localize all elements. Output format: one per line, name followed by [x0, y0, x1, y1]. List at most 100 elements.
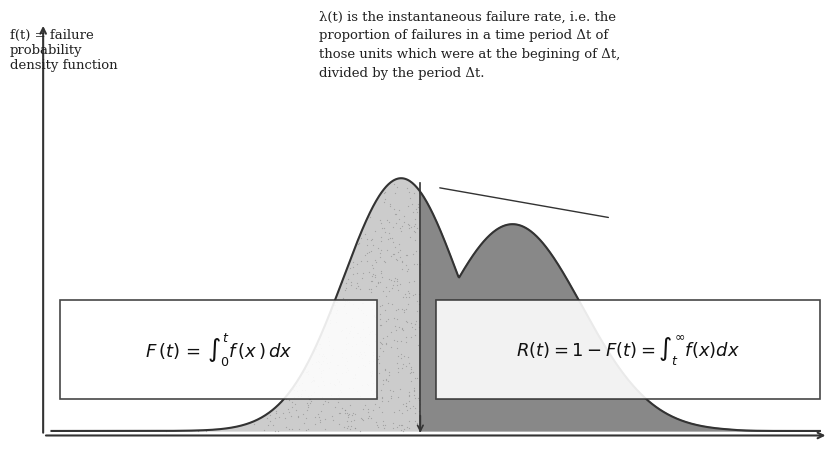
Point: [391, 359, 404, 366]
Point: [390, 282, 403, 289]
Point: [368, 330, 381, 338]
Point: [408, 374, 422, 382]
Point: [373, 352, 386, 359]
Point: [328, 404, 342, 411]
Point: [336, 370, 349, 377]
Point: [366, 242, 380, 249]
Point: [354, 415, 368, 422]
Point: [369, 258, 382, 266]
Point: [321, 334, 334, 341]
Point: [365, 236, 378, 243]
Point: [399, 294, 412, 301]
Point: [317, 351, 330, 358]
Point: [360, 236, 374, 243]
Point: [303, 396, 317, 403]
Point: [365, 305, 379, 313]
Point: [327, 381, 340, 388]
Point: [319, 355, 333, 362]
Point: [358, 349, 371, 356]
Point: [368, 274, 381, 281]
Point: [366, 391, 380, 398]
Point: [357, 300, 370, 307]
Point: [411, 298, 424, 305]
Point: [367, 313, 380, 320]
Point: [318, 397, 332, 404]
Point: [373, 217, 386, 224]
Point: [395, 259, 408, 267]
Point: [360, 341, 373, 348]
Point: [346, 334, 360, 341]
Point: [375, 268, 388, 275]
Text: f(t) = failure
probability
density function: f(t) = failure probability density funct…: [10, 29, 117, 71]
Point: [365, 369, 379, 377]
Point: [309, 359, 323, 366]
Point: [366, 351, 380, 359]
Point: [332, 378, 345, 385]
Point: [387, 337, 401, 344]
Point: [381, 236, 395, 243]
Point: [269, 408, 282, 415]
Point: [346, 374, 360, 381]
Point: [337, 302, 350, 309]
Point: [339, 333, 353, 340]
Point: [318, 415, 332, 423]
Point: [364, 373, 377, 380]
Point: [375, 302, 389, 309]
FancyBboxPatch shape: [436, 300, 820, 399]
Point: [390, 256, 403, 263]
Point: [384, 234, 397, 242]
Point: [349, 374, 362, 382]
Point: [299, 368, 313, 375]
Point: [412, 301, 426, 308]
Point: [263, 412, 277, 419]
Point: [342, 275, 355, 283]
Point: [345, 412, 359, 419]
Point: [388, 278, 401, 285]
Point: [376, 288, 390, 295]
Point: [313, 365, 326, 372]
Point: [385, 239, 399, 246]
Point: [407, 228, 421, 235]
Point: [339, 410, 352, 417]
Point: [350, 329, 364, 336]
Point: [387, 251, 401, 258]
Point: [370, 304, 383, 312]
Point: [344, 328, 357, 335]
Point: [365, 273, 378, 280]
Point: [365, 414, 378, 421]
Point: [339, 324, 353, 332]
Point: [384, 343, 397, 350]
Point: [353, 240, 366, 248]
Point: [272, 413, 286, 420]
Point: [354, 350, 368, 358]
Point: [344, 278, 358, 286]
Point: [282, 425, 295, 433]
Point: [391, 369, 405, 376]
Point: [387, 206, 401, 213]
Point: [406, 209, 420, 216]
Point: [401, 424, 414, 431]
Point: [322, 337, 335, 344]
Point: [400, 402, 413, 410]
Point: [363, 330, 376, 338]
Point: [287, 385, 300, 392]
Point: [396, 306, 409, 313]
Point: [380, 339, 393, 347]
Point: [371, 245, 385, 253]
Point: [408, 418, 422, 425]
Point: [355, 300, 369, 307]
Point: [388, 190, 401, 197]
Point: [412, 190, 426, 197]
Point: [311, 383, 324, 390]
Point: [388, 408, 401, 415]
Point: [403, 289, 416, 297]
Point: [397, 213, 411, 220]
Point: [394, 228, 407, 236]
Point: [334, 386, 347, 394]
Point: [348, 410, 361, 417]
Point: [377, 258, 391, 265]
Point: [375, 340, 388, 347]
Point: [333, 420, 346, 427]
Point: [373, 360, 386, 367]
Point: [364, 328, 377, 335]
